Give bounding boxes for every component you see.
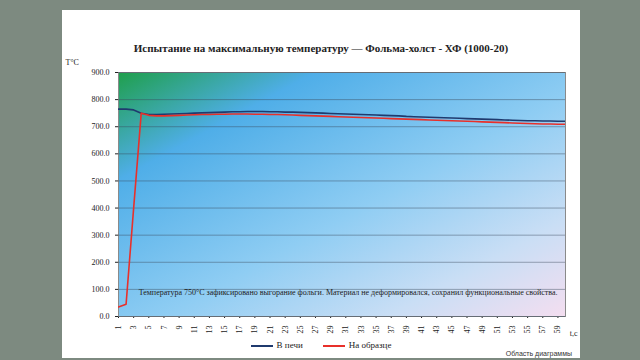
- svg-text:27: 27: [311, 326, 320, 334]
- svg-text:13: 13: [205, 326, 214, 334]
- html-text:На образце: На образце: [348, 340, 392, 350]
- svg-text:29: 29: [326, 326, 335, 334]
- svg-text:5: 5: [144, 326, 153, 330]
- svg-text:33: 33: [357, 326, 366, 334]
- svg-text:400.0: 400.0: [92, 204, 110, 213]
- svg-text:600.0: 600.0: [92, 149, 110, 158]
- svg-text:31: 31: [341, 326, 350, 334]
- svg-text:1: 1: [114, 326, 123, 330]
- svg-text:800.0: 800.0: [92, 95, 110, 104]
- svg-text:57: 57: [538, 326, 547, 334]
- svg-text:Температура 750°С зафиксирован: Температура 750°С зафиксировано выгорани…: [139, 288, 558, 297]
- svg-text:0.0: 0.0: [100, 312, 110, 321]
- svg-text:7: 7: [160, 326, 169, 330]
- svg-text:39: 39: [402, 326, 411, 334]
- svg-text:51: 51: [493, 326, 502, 334]
- svg-text:45: 45: [447, 326, 456, 334]
- svg-text:59: 59: [553, 326, 562, 334]
- svg-text:900.0: 900.0: [92, 68, 110, 77]
- svg-text:700.0: 700.0: [92, 122, 110, 131]
- svg-text:200.0: 200.0: [92, 258, 110, 267]
- svg-text:t,с: t,с: [570, 329, 578, 338]
- svg-text:35: 35: [372, 326, 381, 334]
- html-text:Область диаграммы: Область диаграммы: [505, 350, 572, 357]
- svg-text:43: 43: [432, 326, 441, 334]
- svg-text:25: 25: [296, 326, 305, 334]
- svg-text:47: 47: [463, 326, 472, 334]
- svg-text:17: 17: [235, 326, 244, 334]
- svg-text:300.0: 300.0: [92, 231, 110, 240]
- svg-text:T°C: T°C: [66, 58, 79, 67]
- svg-text:9: 9: [175, 326, 184, 330]
- svg-text:100.0: 100.0: [92, 285, 110, 294]
- svg-text:3: 3: [129, 326, 138, 330]
- html-text:В печи: В печи: [276, 340, 303, 350]
- svg-text:500.0: 500.0: [92, 177, 110, 186]
- svg-text:55: 55: [523, 326, 532, 334]
- svg-text:41: 41: [417, 326, 426, 334]
- svg-text:19: 19: [250, 326, 259, 334]
- svg-text:15: 15: [220, 326, 229, 334]
- svg-text:11: 11: [190, 326, 199, 334]
- svg-text:49: 49: [478, 326, 487, 334]
- svg-text:23: 23: [281, 326, 290, 334]
- svg-text:53: 53: [508, 326, 517, 334]
- html-text:Испытание на максимальную темп: Испытание на максимальную температуру — …: [133, 42, 509, 54]
- svg-text:37: 37: [387, 326, 396, 334]
- svg-text:21: 21: [266, 326, 275, 334]
